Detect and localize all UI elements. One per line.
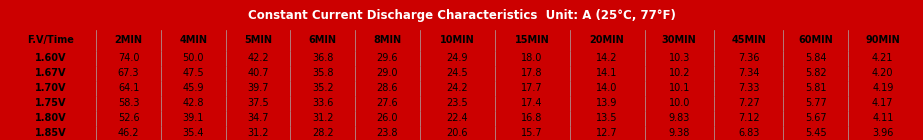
Text: 22.4: 22.4 [447, 113, 468, 123]
Text: 42.2: 42.2 [247, 53, 269, 63]
Text: 4.19: 4.19 [872, 83, 893, 93]
Text: 20.6: 20.6 [447, 128, 468, 138]
Text: 74.0: 74.0 [118, 53, 139, 63]
Text: 24.2: 24.2 [447, 83, 468, 93]
Text: 36.8: 36.8 [312, 53, 333, 63]
Text: 28.6: 28.6 [377, 83, 398, 93]
Text: 4.21: 4.21 [872, 53, 893, 63]
Text: 5.45: 5.45 [805, 128, 826, 138]
Text: 39.1: 39.1 [183, 113, 204, 123]
Text: 24.9: 24.9 [447, 53, 468, 63]
Text: 3.96: 3.96 [872, 128, 893, 138]
Text: 1.80V: 1.80V [35, 113, 66, 123]
Text: 4.20: 4.20 [872, 68, 893, 78]
Text: 7.12: 7.12 [737, 113, 760, 123]
Text: 60MIN: 60MIN [798, 35, 833, 45]
Text: 24.5: 24.5 [447, 68, 468, 78]
Text: 14.0: 14.0 [596, 83, 617, 93]
Text: 31.2: 31.2 [312, 113, 333, 123]
Text: 14.2: 14.2 [596, 53, 617, 63]
Text: 42.8: 42.8 [183, 98, 204, 108]
Text: 58.3: 58.3 [118, 98, 139, 108]
Text: 9.83: 9.83 [668, 113, 689, 123]
Text: 90MIN: 90MIN [866, 35, 900, 45]
Text: F.V/Time: F.V/Time [28, 35, 75, 45]
Text: 14.1: 14.1 [596, 68, 617, 78]
Text: 18.0: 18.0 [521, 53, 543, 63]
Text: 7.36: 7.36 [737, 53, 760, 63]
Text: 26.0: 26.0 [377, 113, 398, 123]
Text: Constant Current Discharge Characteristics  Unit: A (25°C, 77°F): Constant Current Discharge Characteristi… [247, 9, 676, 22]
Text: 29.0: 29.0 [377, 68, 398, 78]
Text: 45MIN: 45MIN [731, 35, 766, 45]
Text: 52.6: 52.6 [118, 113, 139, 123]
Text: 35.8: 35.8 [312, 68, 333, 78]
Text: 1.60V: 1.60V [35, 53, 66, 63]
Text: 12.7: 12.7 [596, 128, 617, 138]
Text: 17.7: 17.7 [521, 83, 543, 93]
Text: 1.85V: 1.85V [35, 128, 66, 138]
Text: 31.2: 31.2 [247, 128, 269, 138]
Text: 46.2: 46.2 [118, 128, 139, 138]
Text: 4MIN: 4MIN [179, 35, 208, 45]
Text: 39.7: 39.7 [247, 83, 269, 93]
Text: 10.2: 10.2 [668, 68, 690, 78]
Text: 9.38: 9.38 [668, 128, 689, 138]
Text: 5MIN: 5MIN [244, 35, 272, 45]
Text: 35.2: 35.2 [312, 83, 333, 93]
Text: 10.3: 10.3 [668, 53, 689, 63]
Text: 16.8: 16.8 [521, 113, 543, 123]
Text: 33.6: 33.6 [312, 98, 333, 108]
Text: 1.75V: 1.75V [35, 98, 66, 108]
Text: 27.6: 27.6 [377, 98, 398, 108]
Text: 5.82: 5.82 [805, 68, 826, 78]
Text: 15MIN: 15MIN [515, 35, 549, 45]
Text: 10MIN: 10MIN [439, 35, 474, 45]
Text: 13.5: 13.5 [596, 113, 617, 123]
Text: 6.83: 6.83 [738, 128, 760, 138]
Text: 67.3: 67.3 [118, 68, 139, 78]
Text: 5.84: 5.84 [805, 53, 826, 63]
Text: 34.7: 34.7 [247, 113, 269, 123]
Text: 40.7: 40.7 [247, 68, 269, 78]
Text: 17.4: 17.4 [521, 98, 543, 108]
Text: 45.9: 45.9 [183, 83, 204, 93]
Text: 7.27: 7.27 [737, 98, 760, 108]
Text: 28.2: 28.2 [312, 128, 333, 138]
Text: 23.5: 23.5 [447, 98, 468, 108]
Text: 23.8: 23.8 [377, 128, 398, 138]
Text: 1.67V: 1.67V [35, 68, 66, 78]
Text: 5.77: 5.77 [805, 98, 827, 108]
Text: 7.34: 7.34 [737, 68, 760, 78]
Text: 6MIN: 6MIN [308, 35, 337, 45]
Text: 4.11: 4.11 [872, 113, 893, 123]
Text: 64.1: 64.1 [118, 83, 139, 93]
Text: 13.9: 13.9 [596, 98, 617, 108]
Text: 5.81: 5.81 [805, 83, 826, 93]
Text: 37.5: 37.5 [247, 98, 269, 108]
Text: 7.33: 7.33 [737, 83, 760, 93]
Text: 29.6: 29.6 [377, 53, 398, 63]
Text: 10.0: 10.0 [668, 98, 689, 108]
Text: 5.67: 5.67 [805, 113, 826, 123]
Text: 1.70V: 1.70V [35, 83, 66, 93]
Text: 2MIN: 2MIN [114, 35, 142, 45]
Text: 47.5: 47.5 [183, 68, 204, 78]
Text: 17.8: 17.8 [521, 68, 543, 78]
Text: 30MIN: 30MIN [662, 35, 697, 45]
Text: 8MIN: 8MIN [373, 35, 402, 45]
Text: 20MIN: 20MIN [590, 35, 625, 45]
Text: 15.7: 15.7 [521, 128, 543, 138]
Text: 4.17: 4.17 [872, 98, 893, 108]
Text: 35.4: 35.4 [183, 128, 204, 138]
Text: 50.0: 50.0 [183, 53, 204, 63]
Text: 10.1: 10.1 [668, 83, 689, 93]
